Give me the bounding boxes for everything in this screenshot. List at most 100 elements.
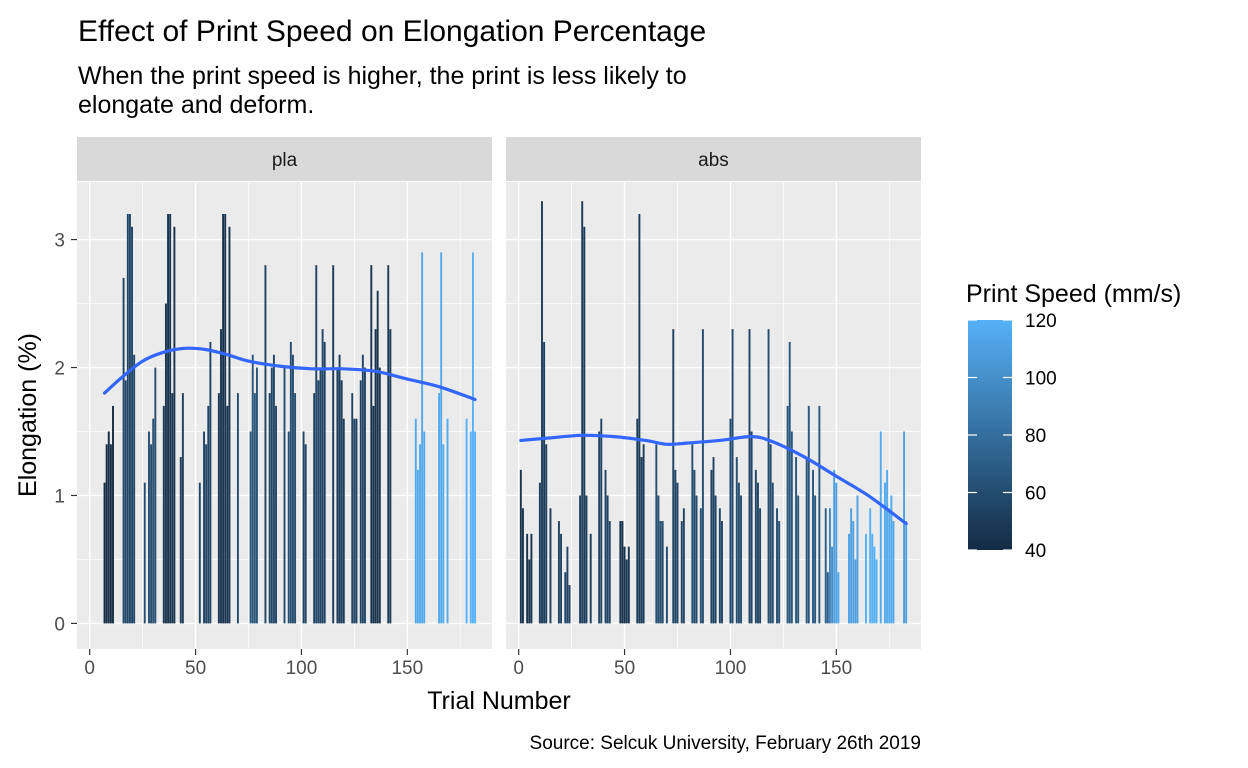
bar [560,533,563,624]
bar [217,393,220,624]
x-tick-label: 100 [715,658,747,679]
bar [557,521,560,624]
bars-abs [519,201,908,624]
bar [623,546,626,624]
bar [786,405,789,624]
bar [750,431,753,624]
x-tick-label: 150 [820,658,852,679]
legend-title: Print Speed (mm/s) [966,280,1181,308]
bar [442,444,445,624]
bar [850,508,853,624]
x-axis-title: Trial Number [427,687,571,715]
chart-subtitle-line-1: When the print speed is higher, the prin… [78,62,687,90]
bar [124,380,127,624]
bar [474,431,477,624]
bar [672,329,675,624]
bar [294,393,297,624]
bar [812,469,814,624]
bar [600,418,603,624]
bar [313,393,316,624]
bar [621,521,624,624]
bar [319,367,322,624]
bar [710,469,713,624]
bar [721,521,723,624]
bar [162,405,165,624]
bar [814,495,817,624]
bar [682,508,685,624]
bar [256,367,258,624]
y-tick-label: 2 [54,359,65,380]
bar [657,495,660,624]
smooth-line-abs [519,433,908,526]
panel-pla: pla 0 50 100 150 [77,137,492,679]
bar [181,393,184,624]
bars-pla [103,213,477,624]
bar [854,559,857,624]
bar [636,418,639,624]
bar [389,329,392,624]
bar [807,405,810,624]
bar [869,508,872,624]
bar [701,329,704,624]
x-tick-label: 50 [185,658,206,679]
bar [253,393,256,624]
bar [566,546,569,624]
bar [884,482,886,624]
bar [340,380,343,624]
bar [440,252,443,624]
bar [754,469,757,624]
y-axis-title: Elongation (%) [14,333,42,497]
bar [729,418,732,624]
bar [304,444,307,624]
bar [103,482,106,624]
bar [676,482,679,624]
bar [848,533,850,624]
legend-tick-label: 80 [1025,426,1046,447]
bar [351,393,354,624]
x-axis-ticks-pla: 0 50 100 150 [84,649,423,679]
bar [171,393,174,624]
bar [642,444,645,624]
bar [771,482,774,624]
bar [222,213,225,624]
bar [718,508,721,624]
bar [152,418,155,624]
bar [465,418,468,624]
bar [471,252,474,624]
legend-ticks: 40 60 80 100 120 [968,311,1057,562]
bar [831,546,834,624]
smooth-line-pla [102,346,477,402]
bar [892,521,895,624]
bar [737,482,740,624]
bar [585,495,588,624]
bar [757,482,759,624]
bar [606,495,609,624]
bar [598,431,601,624]
bar [638,213,641,624]
bar [342,418,345,624]
bar [627,546,630,624]
bar [423,431,426,624]
bar [528,559,531,624]
chart-title: Effect of Print Speed on Elongation Perc… [78,15,706,48]
bar [699,508,702,624]
bar [769,444,772,624]
x-tick-label: 150 [391,658,423,679]
bar [543,341,546,624]
bar [655,444,658,624]
bar [283,367,286,624]
bar [619,521,622,624]
bar [695,495,698,624]
bar [886,469,889,624]
bar [378,367,381,624]
bar [788,341,791,624]
bar [714,495,717,624]
bar [321,329,324,624]
bar [541,201,543,624]
bar [826,572,829,624]
bar [767,329,770,624]
bar [105,444,108,624]
bar [275,405,277,624]
bar [875,559,878,624]
chart-caption: Source: Selcuk University, February 26th… [530,733,921,754]
